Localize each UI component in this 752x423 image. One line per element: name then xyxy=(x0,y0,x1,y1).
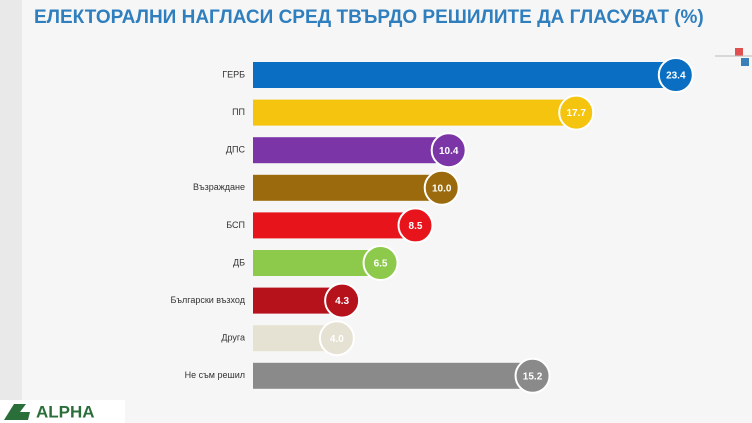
value-badge xyxy=(657,57,694,93)
value-label: 10.4 xyxy=(439,146,459,157)
value-label: 17.7 xyxy=(566,108,586,119)
chart-title: ЕЛЕКТОРАЛНИ НАГЛАСИ СРЕД ТВЪРДО РЕШИЛИТЕ… xyxy=(34,7,704,28)
decor xyxy=(741,58,749,66)
y-tick-label: ГЕРБ xyxy=(222,69,245,79)
value-badge xyxy=(397,207,434,244)
y-tick-label: Не съм решил xyxy=(185,370,245,380)
bar xyxy=(253,212,416,239)
bar xyxy=(253,99,577,126)
value-label: 23.4 xyxy=(666,71,686,82)
value-badge xyxy=(423,169,460,206)
value-badge xyxy=(558,94,595,131)
value-badge xyxy=(430,132,467,169)
bar xyxy=(253,174,442,201)
y-tick-label: Възраждане xyxy=(193,182,245,192)
value-badge xyxy=(362,245,399,281)
y-tick-label: ДПС xyxy=(226,145,246,155)
y-tick-label: ПП xyxy=(232,107,245,117)
bar xyxy=(253,250,381,276)
value-badge xyxy=(318,320,355,357)
y-tick-label: ДБ xyxy=(233,257,245,267)
logo-icon xyxy=(4,404,30,420)
value-label: 4.0 xyxy=(330,334,344,345)
y-tick-label: Друга xyxy=(221,333,245,343)
bar xyxy=(253,362,533,389)
value-label: 15.2 xyxy=(523,371,543,382)
value-badge xyxy=(514,357,551,394)
value-badge xyxy=(324,282,361,319)
decor xyxy=(735,48,743,56)
logo-box xyxy=(0,400,125,423)
y-tick-label: Български възход xyxy=(170,295,245,305)
side-strip xyxy=(0,0,22,423)
y-tick-label: БСП xyxy=(226,220,245,230)
value-label: 8.5 xyxy=(409,221,423,232)
value-label: 10.0 xyxy=(432,183,452,194)
bar xyxy=(253,137,449,164)
logo: ALPHA xyxy=(36,402,95,421)
bar xyxy=(253,62,676,88)
value-label: 4.3 xyxy=(335,296,349,307)
value-label: 6.5 xyxy=(374,259,388,270)
